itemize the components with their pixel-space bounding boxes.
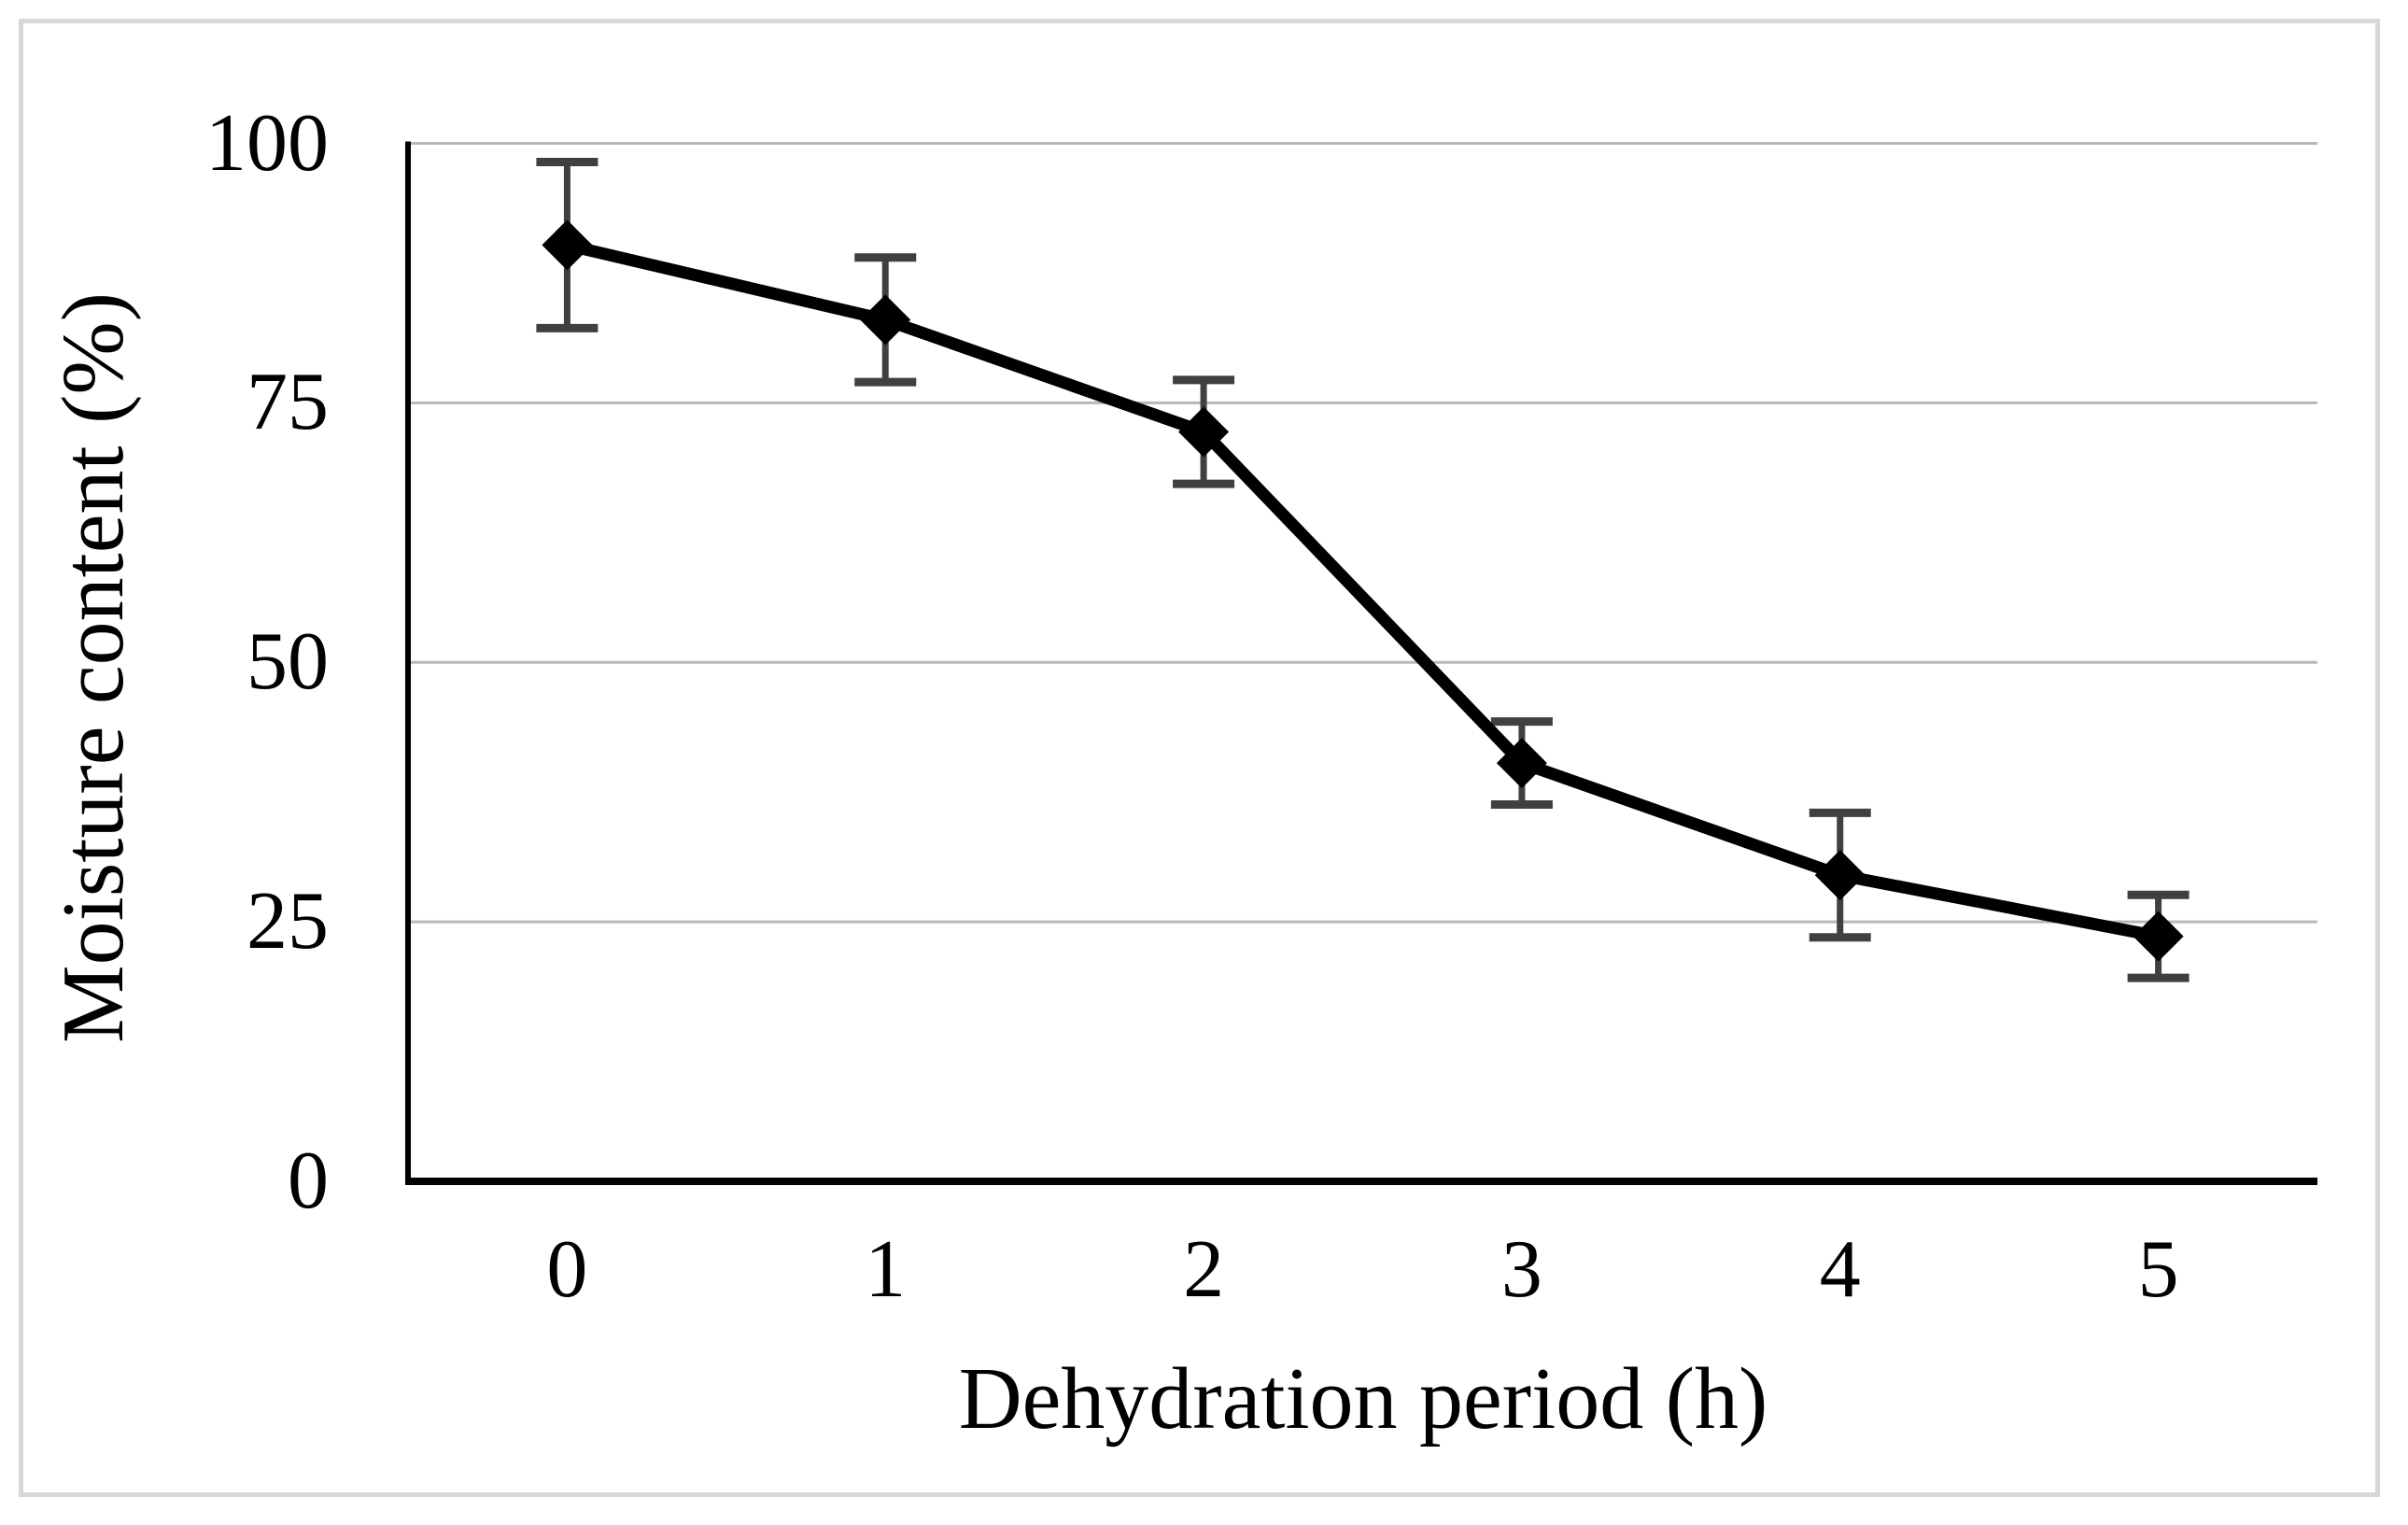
diamond-marker [1814,850,1866,901]
data-line [560,238,2165,943]
x-axis-title: Dehydration period (h) [958,1350,1768,1447]
x-tick-label-4: 4 [1819,1224,1861,1315]
diamond-marker [2133,911,2184,962]
y-tick-label-50: 50 [246,616,329,708]
y-tick-label-75: 75 [246,357,329,448]
x-tick-label-3: 3 [1500,1224,1542,1315]
x-tick-label-1: 1 [865,1224,907,1315]
diamond-marker [860,294,911,346]
diamond-marker [1178,406,1230,458]
diamond-marker [1496,738,1547,789]
diamond-marker [542,219,593,271]
x-tick-label-5: 5 [2137,1224,2179,1315]
x-tick-label-2: 2 [1183,1224,1225,1315]
x-tick-label-0: 0 [546,1224,588,1315]
y-tick-label-100: 100 [205,97,329,189]
y-tick-label-25: 25 [246,876,329,967]
y-tick-label-0: 0 [288,1136,329,1226]
